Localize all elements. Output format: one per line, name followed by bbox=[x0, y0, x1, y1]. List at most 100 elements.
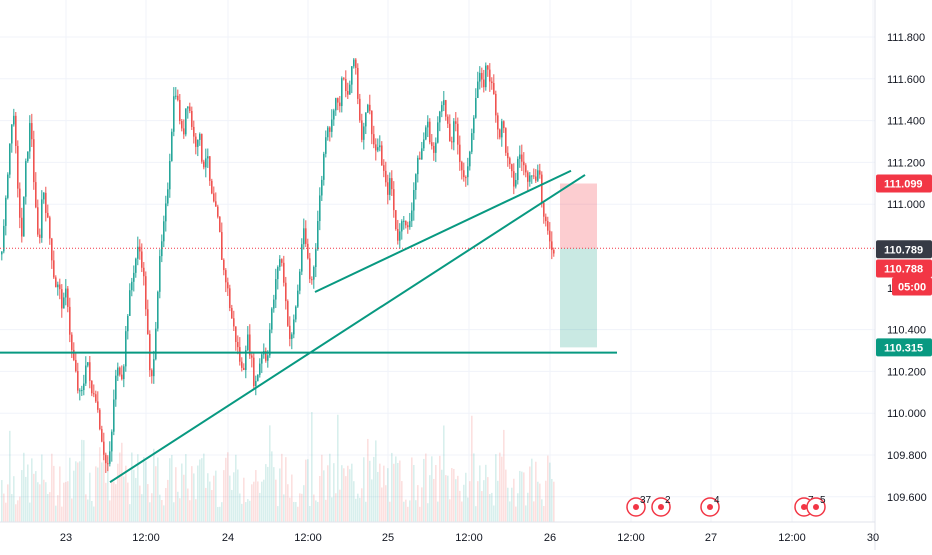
volume-bar bbox=[89, 472, 91, 522]
volume-bar bbox=[3, 493, 5, 522]
volume-bar bbox=[451, 468, 453, 522]
candle-body bbox=[163, 221, 165, 242]
candle-body bbox=[165, 203, 167, 222]
candle-body bbox=[215, 201, 217, 207]
candle-body bbox=[403, 220, 405, 222]
trend-line[interactable] bbox=[314, 169, 572, 293]
volume-bar bbox=[475, 506, 477, 522]
volume-bar bbox=[389, 501, 391, 522]
volume-bar bbox=[243, 477, 245, 522]
volume-bar bbox=[365, 501, 367, 522]
volume-bar bbox=[131, 452, 133, 522]
volume-bar bbox=[265, 464, 267, 522]
candle-body bbox=[317, 221, 319, 250]
candle-body bbox=[63, 297, 65, 309]
price-tag-bg bbox=[892, 277, 932, 296]
volume-bar bbox=[113, 481, 115, 522]
candle-body bbox=[83, 383, 85, 391]
y-tick-label: 110.200 bbox=[887, 366, 926, 378]
candle-body bbox=[141, 251, 143, 268]
event-marker-icon[interactable]: 5 bbox=[806, 495, 826, 517]
candle-body bbox=[115, 375, 117, 400]
volume-bar bbox=[461, 501, 463, 522]
volume-bar bbox=[501, 456, 503, 522]
event-dot bbox=[813, 504, 819, 510]
candle-body bbox=[125, 331, 127, 367]
volume-bar bbox=[349, 469, 351, 522]
volume-bar bbox=[469, 481, 471, 522]
volume-bar bbox=[321, 454, 323, 522]
candle-body bbox=[503, 121, 505, 129]
volume-bar bbox=[127, 482, 129, 522]
candle-body bbox=[293, 319, 295, 335]
candle-body bbox=[237, 341, 239, 348]
volume-bar bbox=[325, 499, 327, 522]
volume-bar bbox=[227, 452, 229, 522]
event-marker-icon[interactable]: 4 bbox=[700, 495, 720, 517]
volume-bar bbox=[297, 506, 299, 522]
stop-zone[interactable] bbox=[560, 183, 597, 249]
volume-bar bbox=[331, 497, 333, 522]
candle-body bbox=[109, 451, 111, 464]
candle-body bbox=[71, 334, 73, 350]
candle-body bbox=[29, 123, 31, 152]
candle-body bbox=[335, 98, 337, 111]
y-tick-label: 109.600 bbox=[887, 492, 927, 504]
volume-bar bbox=[49, 492, 51, 522]
volume-bar bbox=[185, 454, 187, 522]
trend-line[interactable] bbox=[109, 174, 586, 484]
volume-bar bbox=[199, 459, 201, 522]
candle-body bbox=[9, 143, 11, 175]
price-tag-bg bbox=[876, 338, 932, 357]
y-tick-label: 111.000 bbox=[887, 199, 925, 211]
candle-body bbox=[345, 79, 347, 92]
target-zone[interactable] bbox=[560, 248, 597, 348]
volume-bar bbox=[387, 468, 389, 522]
candle-body bbox=[37, 207, 39, 235]
candle-body bbox=[353, 59, 355, 67]
candle-body bbox=[475, 98, 477, 118]
volume-bar bbox=[535, 461, 537, 522]
volume-bar bbox=[245, 502, 247, 522]
candle-body bbox=[119, 367, 121, 375]
candle-body bbox=[101, 429, 103, 442]
candle-body bbox=[367, 104, 369, 113]
x-tick-label: 26 bbox=[544, 532, 556, 544]
volume-bar bbox=[233, 472, 235, 522]
event-marker-icon[interactable]: 37 bbox=[626, 495, 652, 517]
volume-bar bbox=[357, 493, 359, 522]
candle-body bbox=[209, 156, 211, 181]
candle-body bbox=[135, 258, 137, 273]
volume-bar bbox=[343, 468, 345, 522]
volume-bar bbox=[47, 493, 49, 522]
candle-body bbox=[323, 153, 325, 180]
candle-body bbox=[329, 127, 331, 132]
volume-bar bbox=[81, 439, 83, 522]
volume-bar bbox=[329, 453, 331, 522]
volume-bar bbox=[53, 465, 55, 522]
volume-bar bbox=[167, 479, 169, 522]
candle-body bbox=[195, 136, 197, 147]
candle-body bbox=[175, 95, 177, 97]
candle-body bbox=[453, 121, 455, 143]
candle-body bbox=[369, 104, 371, 111]
event-marker-icon[interactable]: 2 bbox=[651, 495, 671, 517]
candle-body bbox=[203, 161, 205, 168]
volume-bar bbox=[525, 505, 527, 522]
candle-body bbox=[121, 374, 123, 380]
volume-bar bbox=[547, 455, 549, 522]
candle-body bbox=[17, 145, 19, 189]
volume-bar bbox=[315, 500, 317, 522]
candle-body bbox=[363, 126, 365, 140]
volume-bar bbox=[119, 452, 121, 522]
candle-body bbox=[325, 137, 327, 154]
volume-bar bbox=[543, 505, 545, 522]
volume-bar bbox=[423, 458, 425, 522]
candle-body bbox=[157, 291, 159, 329]
candle-body bbox=[419, 157, 421, 160]
candle-body bbox=[407, 225, 409, 228]
volume-bar bbox=[445, 475, 447, 522]
candle-body bbox=[441, 105, 443, 112]
